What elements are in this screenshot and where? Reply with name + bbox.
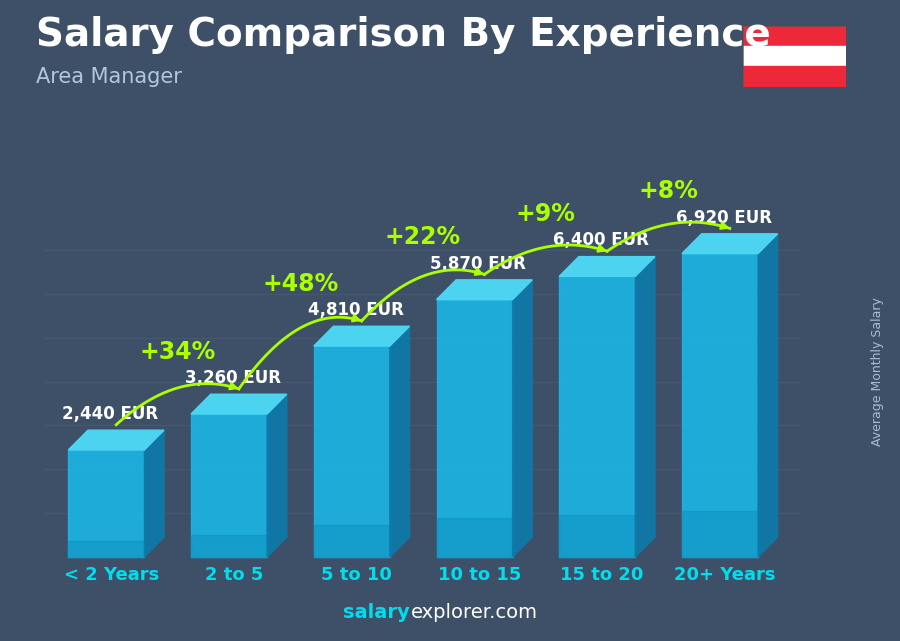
Polygon shape bbox=[68, 450, 144, 557]
Polygon shape bbox=[682, 254, 758, 557]
Polygon shape bbox=[758, 234, 778, 557]
Text: +34%: +34% bbox=[140, 340, 216, 363]
Polygon shape bbox=[436, 519, 513, 557]
Text: +48%: +48% bbox=[262, 272, 338, 296]
Polygon shape bbox=[314, 525, 390, 557]
Polygon shape bbox=[682, 234, 778, 254]
Bar bbox=[742, 66, 846, 87]
Text: 5 to 10: 5 to 10 bbox=[321, 566, 392, 584]
Polygon shape bbox=[682, 512, 758, 557]
Text: 2,440 EUR: 2,440 EUR bbox=[62, 405, 158, 423]
Polygon shape bbox=[314, 326, 410, 346]
Text: Area Manager: Area Manager bbox=[36, 67, 182, 87]
Polygon shape bbox=[68, 541, 144, 557]
Text: salary: salary bbox=[343, 603, 410, 622]
Polygon shape bbox=[191, 535, 267, 557]
Polygon shape bbox=[267, 394, 287, 557]
Text: 5,870 EUR: 5,870 EUR bbox=[430, 254, 526, 272]
Text: +9%: +9% bbox=[516, 202, 576, 226]
Polygon shape bbox=[559, 515, 635, 557]
Text: 3,260 EUR: 3,260 EUR bbox=[184, 369, 281, 387]
Polygon shape bbox=[144, 430, 164, 557]
Polygon shape bbox=[191, 414, 267, 557]
Text: +8%: +8% bbox=[638, 179, 698, 203]
Polygon shape bbox=[635, 256, 655, 557]
Text: Salary Comparison By Experience: Salary Comparison By Experience bbox=[36, 16, 770, 54]
Bar bbox=[742, 26, 846, 46]
Text: 10 to 15: 10 to 15 bbox=[437, 566, 521, 584]
Polygon shape bbox=[314, 346, 390, 557]
Polygon shape bbox=[390, 326, 410, 557]
Polygon shape bbox=[559, 256, 655, 276]
Polygon shape bbox=[68, 430, 164, 450]
Polygon shape bbox=[436, 299, 513, 557]
Text: Average Monthly Salary: Average Monthly Salary bbox=[871, 297, 884, 446]
Text: 2 to 5: 2 to 5 bbox=[205, 566, 263, 584]
Bar bbox=[742, 46, 846, 66]
Text: 4,810 EUR: 4,810 EUR bbox=[308, 301, 403, 319]
Text: +22%: +22% bbox=[385, 225, 461, 249]
Polygon shape bbox=[436, 280, 532, 299]
Text: < 2 Years: < 2 Years bbox=[64, 566, 159, 584]
Text: 6,400 EUR: 6,400 EUR bbox=[554, 231, 649, 249]
Polygon shape bbox=[513, 280, 532, 557]
Text: 15 to 20: 15 to 20 bbox=[561, 566, 644, 584]
Text: 6,920 EUR: 6,920 EUR bbox=[676, 208, 772, 227]
Text: explorer.com: explorer.com bbox=[411, 603, 538, 622]
Text: 20+ Years: 20+ Years bbox=[674, 566, 776, 584]
Polygon shape bbox=[191, 394, 287, 414]
Polygon shape bbox=[559, 276, 635, 557]
